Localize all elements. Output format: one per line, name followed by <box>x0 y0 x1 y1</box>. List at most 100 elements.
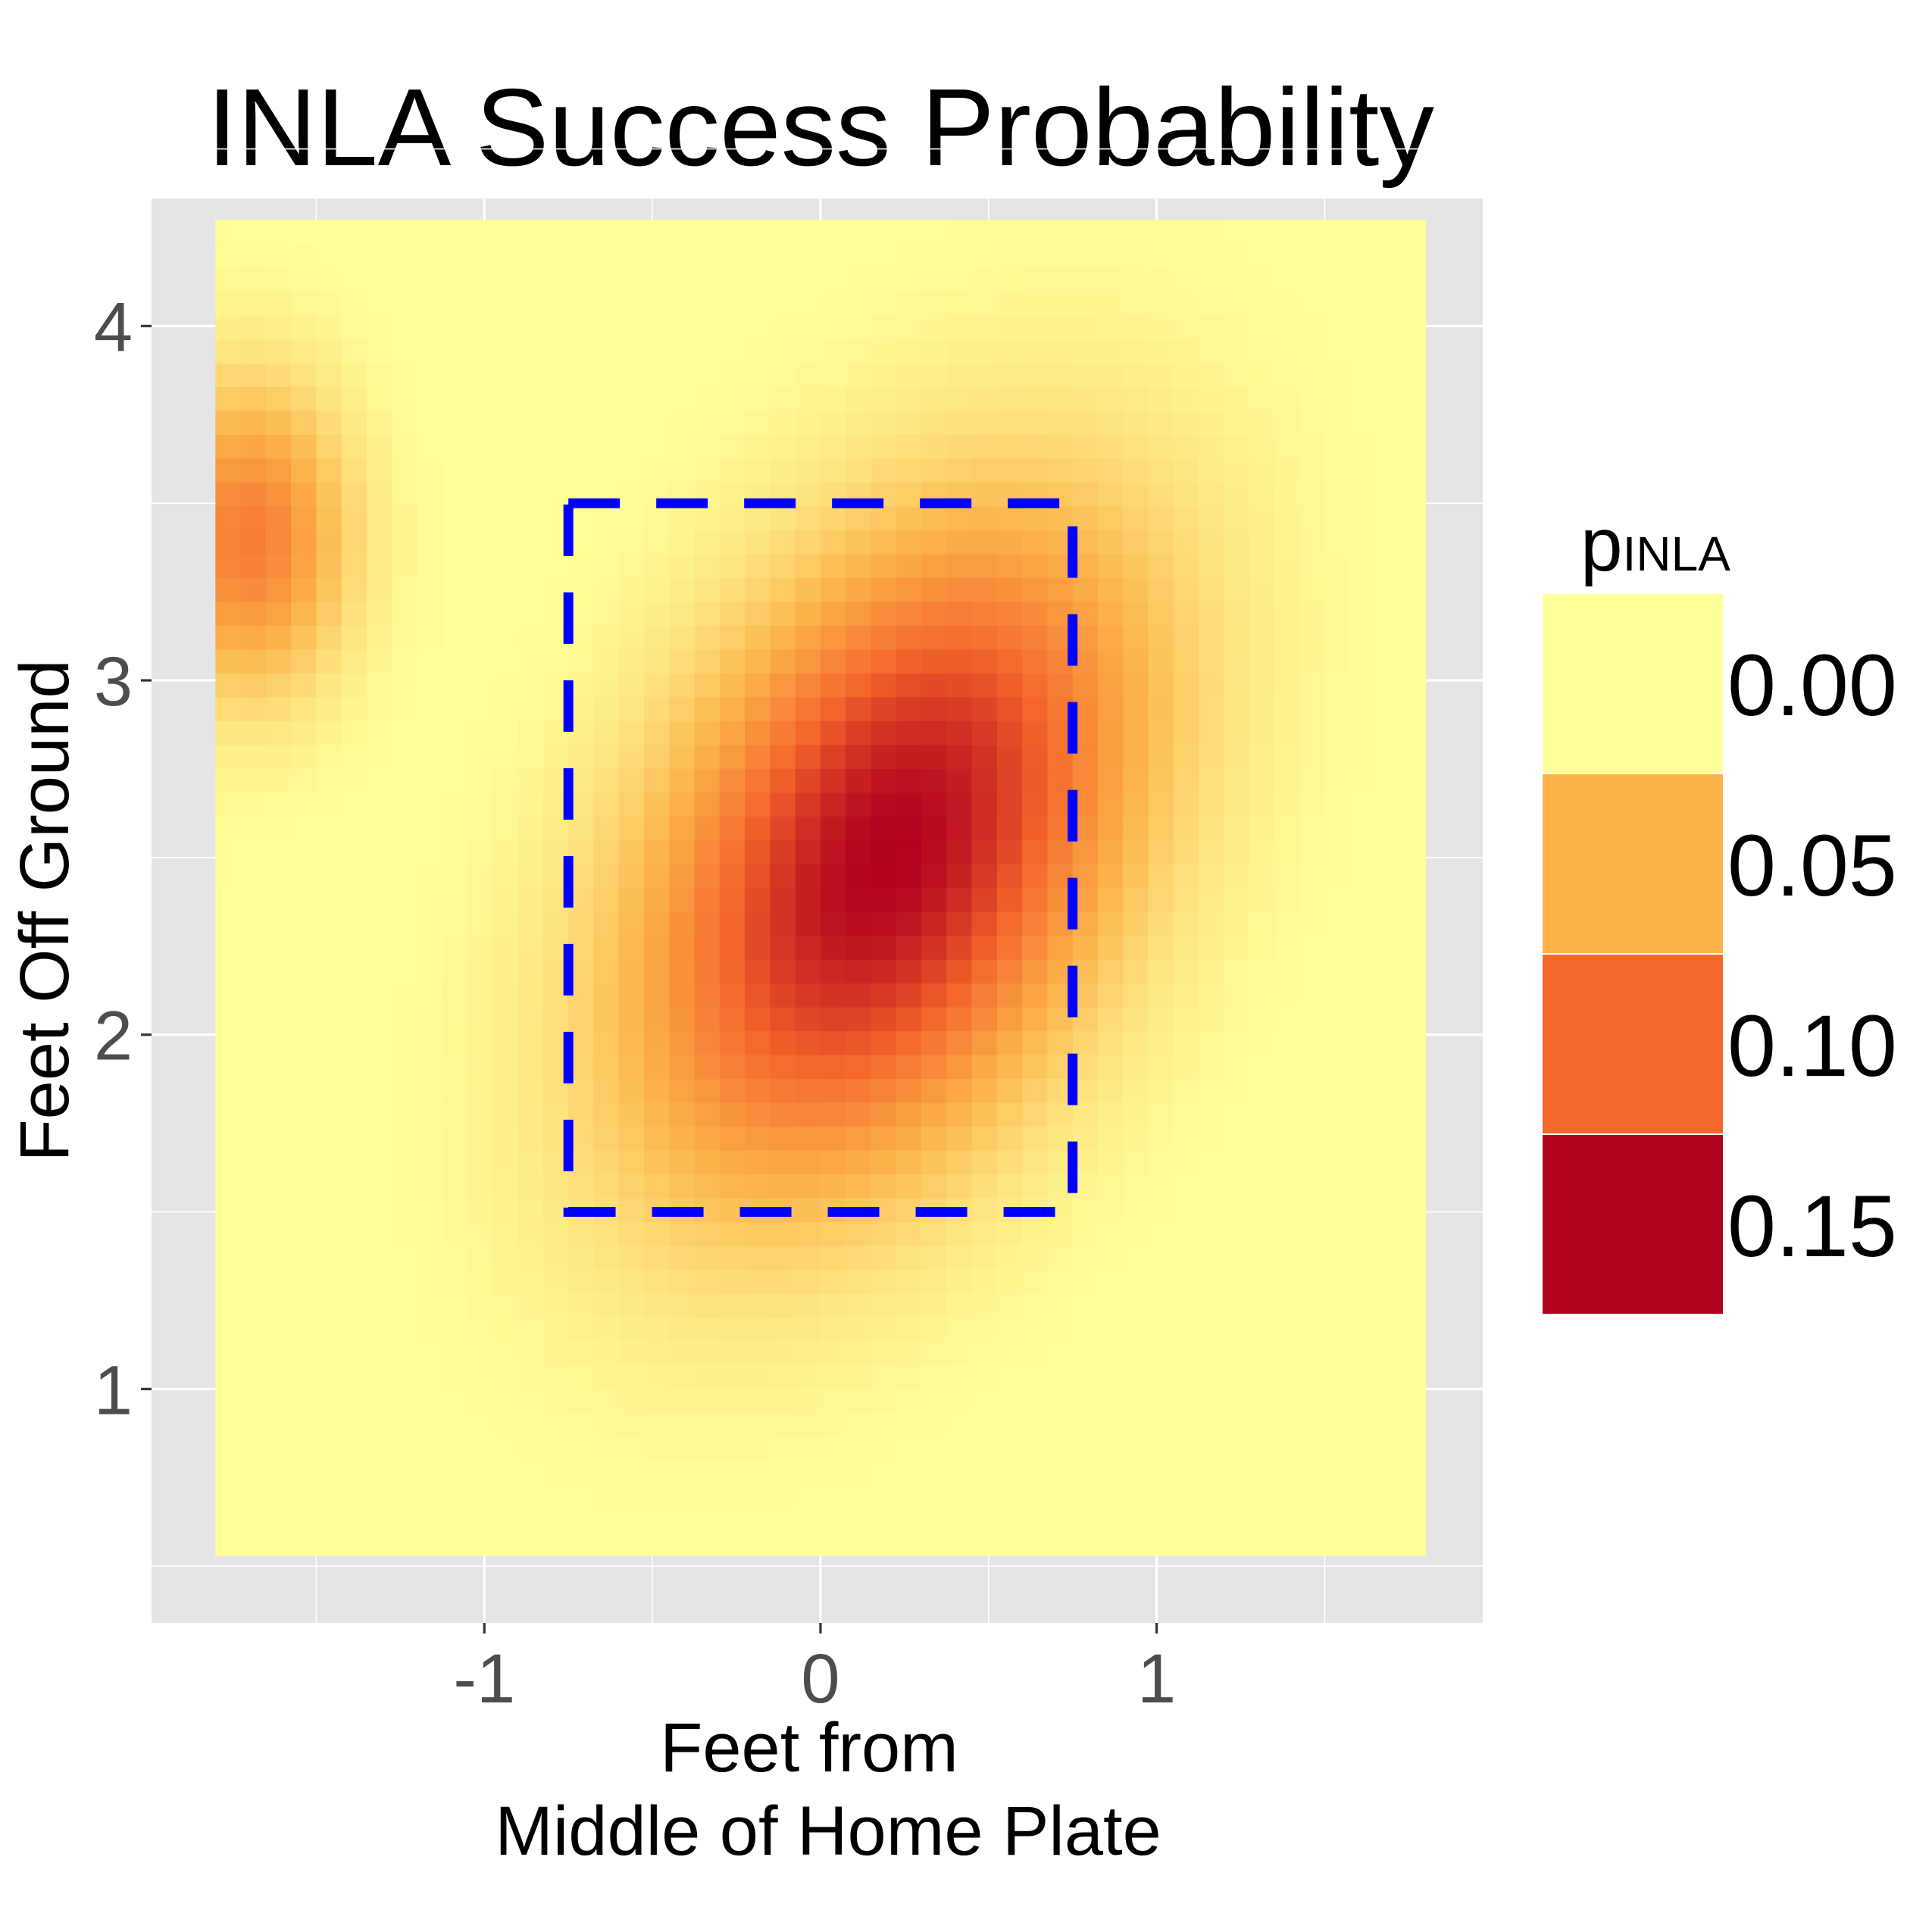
heatmap-tile <box>442 458 468 483</box>
heatmap-tile <box>1375 314 1401 340</box>
heatmap-tile <box>719 243 746 268</box>
heatmap-tile <box>1274 1388 1300 1413</box>
heatmap-tile <box>1123 1149 1149 1175</box>
heatmap-tile <box>568 1174 595 1199</box>
heatmap-tile <box>341 1007 367 1032</box>
heatmap-tile <box>1349 1483 1376 1508</box>
heatmap-tile <box>1123 1221 1149 1246</box>
heatmap-tile <box>1123 1531 1149 1556</box>
heatmap-tile <box>492 1460 519 1485</box>
heatmap-tile <box>291 839 317 864</box>
heatmap-tile <box>492 768 519 793</box>
heatmap-tile <box>871 983 897 1008</box>
heatmap-tile <box>492 339 519 364</box>
heatmap-tile <box>1299 744 1326 769</box>
heatmap-tile <box>1199 267 1224 292</box>
heatmap-tile <box>1375 458 1401 483</box>
heatmap-tile <box>1249 983 1275 1008</box>
heatmap-tile <box>366 1054 392 1080</box>
heatmap-tile <box>265 816 292 841</box>
heatmap-tile <box>996 768 1023 793</box>
heatmap-tile <box>1022 577 1049 602</box>
heatmap-tile <box>618 339 645 364</box>
heatmap-tile <box>1349 1388 1376 1413</box>
heatmap-tile <box>215 1007 242 1032</box>
heatmap-tile <box>669 911 696 936</box>
heatmap-tile <box>770 505 796 530</box>
heatmap-tile <box>517 1436 544 1461</box>
heatmap-tile <box>542 482 569 507</box>
heatmap-tile <box>1148 1460 1174 1485</box>
heatmap-tile <box>593 649 620 674</box>
heatmap-tile <box>492 1483 519 1508</box>
heatmap-tile <box>694 983 721 1008</box>
heatmap-tile <box>291 1030 317 1055</box>
heatmap-tile <box>492 983 519 1008</box>
heatmap-tile <box>921 434 947 459</box>
heatmap-tile <box>745 458 771 483</box>
heatmap-tile <box>669 887 696 912</box>
heatmap-tile <box>316 959 342 984</box>
heatmap-tile <box>618 220 645 245</box>
heatmap-tile <box>770 983 796 1008</box>
heatmap-tile <box>593 625 620 650</box>
heatmap-tile <box>971 649 998 674</box>
heatmap-tile <box>593 1269 620 1294</box>
heatmap-tile <box>1123 696 1149 721</box>
heatmap-tile <box>996 1340 1023 1365</box>
heatmap-tile <box>1097 625 1124 650</box>
heatmap-tile <box>1072 1269 1099 1294</box>
heatmap-tile <box>1123 1126 1149 1151</box>
heatmap-tile <box>240 1149 267 1175</box>
heatmap-tile <box>745 1436 771 1461</box>
heatmap-tile <box>1324 386 1351 411</box>
heatmap-tile <box>921 673 947 698</box>
heatmap-tile <box>1249 1197 1275 1222</box>
heatmap-tile <box>316 839 342 864</box>
heatmap-tile <box>1199 1483 1224 1508</box>
heatmap-tile <box>846 1269 872 1294</box>
heatmap-tile <box>971 601 998 626</box>
heatmap-tile <box>1199 744 1224 769</box>
heatmap-tile <box>1148 1412 1174 1437</box>
heatmap-tile <box>921 1030 947 1055</box>
heatmap-tile <box>896 386 922 411</box>
heatmap-tile <box>392 625 418 650</box>
heatmap-tile <box>896 220 922 245</box>
heatmap-tile <box>240 1102 267 1127</box>
heatmap-tile <box>1274 1078 1300 1103</box>
heatmap-tile <box>291 1078 317 1103</box>
heatmap-tile <box>719 744 746 769</box>
heatmap-tile <box>517 816 544 841</box>
heatmap-tile <box>1349 1460 1376 1485</box>
heatmap-tile <box>1072 1221 1099 1246</box>
heatmap-tile <box>946 911 973 936</box>
heatmap-tile <box>1349 1436 1376 1461</box>
heatmap-tile <box>996 1483 1023 1508</box>
heatmap-tile <box>669 792 696 817</box>
heatmap-tile <box>1173 721 1199 746</box>
heatmap-tile <box>644 935 670 960</box>
heatmap-tile <box>1299 1149 1326 1175</box>
heatmap-tile <box>846 1508 872 1533</box>
heatmap-tile <box>669 410 696 436</box>
heatmap-tile <box>996 220 1023 245</box>
x-tick-label: 1 <box>1137 1640 1176 1718</box>
heatmap-tile <box>770 911 796 936</box>
heatmap-tile <box>291 601 317 626</box>
heatmap-tile <box>542 267 569 292</box>
heatmap-tile <box>341 1102 367 1127</box>
heatmap-tile <box>745 1483 771 1508</box>
heatmap-tile <box>644 959 670 984</box>
heatmap-tile <box>1299 1030 1326 1055</box>
heatmap-tile <box>341 291 367 316</box>
heatmap-tile <box>1249 959 1275 984</box>
heatmap-tile <box>846 577 872 602</box>
heatmap-tile <box>1400 959 1427 984</box>
heatmap-tile <box>291 792 317 817</box>
heatmap-tile <box>265 768 292 793</box>
heatmap-tile <box>1324 553 1351 578</box>
heatmap-tile <box>593 1054 620 1080</box>
heatmap-tile <box>517 458 544 483</box>
heatmap-tile <box>517 673 544 698</box>
